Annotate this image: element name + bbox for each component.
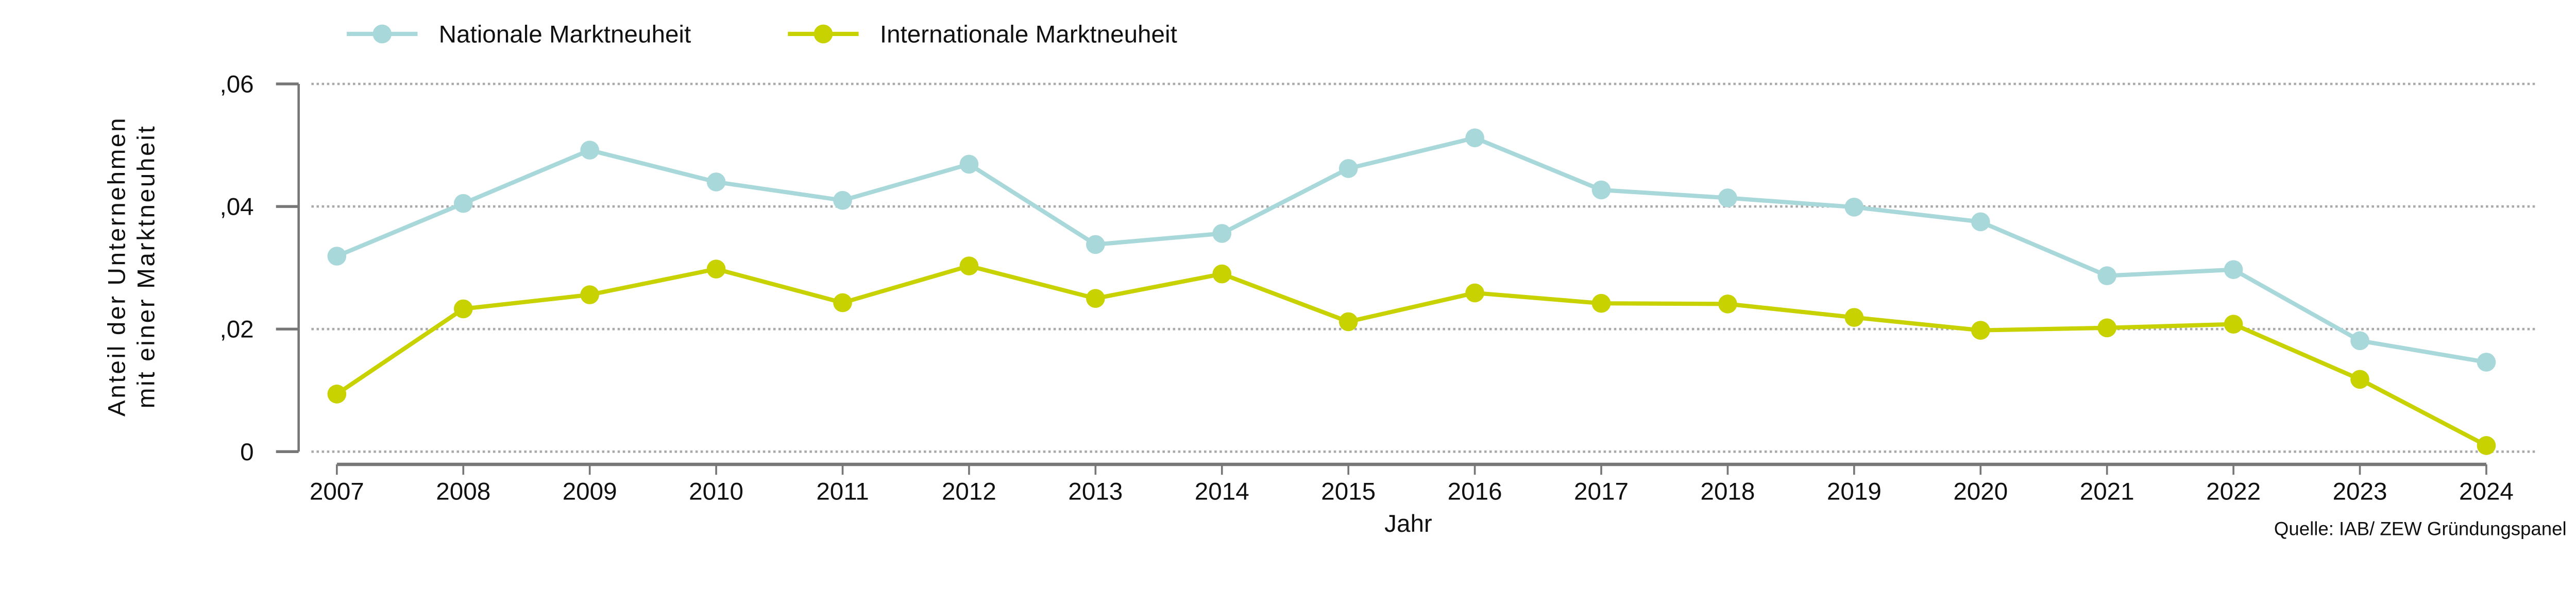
y-axis-label-line1: Anteil der Unternehmen (104, 116, 131, 417)
x-tick-label: 2023 (2333, 478, 2387, 506)
data-point (1971, 321, 1990, 340)
x-tick-label: 2012 (942, 478, 996, 506)
y-axis-label-line2: mit einer Marktneuheit (132, 125, 160, 409)
y-tick-label: ,06 (219, 71, 253, 98)
y-tick-label: ,02 (219, 316, 253, 343)
x-tick-label: 2008 (436, 478, 490, 506)
data-point (2477, 436, 2496, 455)
axes: 0 ,02 ,04 ,06 2007 2008 2009 2010 2011 2012 2013 20… (219, 71, 2513, 505)
x-tick-label: 2009 (563, 478, 617, 506)
line-chart: Nationale Marktneuheit Internationale Mar… (104, 21, 2567, 539)
x-tick-label: 2015 (1321, 478, 1376, 506)
data-point (1086, 289, 1105, 308)
data-point (833, 190, 852, 210)
data-point (2097, 266, 2117, 285)
data-point (2477, 353, 2496, 372)
x-tick-label: 2017 (1574, 478, 1629, 506)
data-point (2224, 315, 2243, 334)
data-point (2224, 260, 2243, 280)
source-note: Quelle: IAB/ ZEW Gründungspanel (2274, 518, 2567, 539)
data-point (1591, 293, 1611, 313)
y-tick-label: 0 (240, 439, 253, 466)
data-point (453, 194, 473, 213)
data-point (1338, 159, 1358, 178)
legend-marker (814, 24, 833, 44)
data-point (959, 256, 979, 275)
series-line-international (335, 264, 2487, 448)
legend-label: Nationale Marktneuheit (439, 21, 691, 48)
data-point (1465, 128, 1484, 148)
data-point (2350, 370, 2369, 389)
data-point (1718, 188, 1737, 207)
data-point (706, 172, 726, 192)
series-group (327, 128, 2496, 455)
x-tick-label: 2016 (1448, 478, 1502, 506)
series-line-national (336, 135, 2487, 365)
data-point (2097, 318, 2117, 338)
legend: Nationale Marktneuheit Internationale Mar… (347, 21, 1177, 48)
x-tick-label: 2022 (2206, 478, 2261, 506)
x-tick-label: 2021 (2080, 478, 2134, 506)
data-point (1338, 312, 1358, 332)
x-tick-label: 2010 (689, 478, 743, 506)
x-tick-label: 2024 (2459, 478, 2514, 506)
data-point (833, 293, 852, 313)
x-tick-label: 2013 (1068, 478, 1123, 506)
legend-marker (372, 24, 392, 44)
data-point (706, 259, 726, 279)
data-point (2350, 331, 2369, 351)
data-point (453, 299, 473, 319)
x-tick-label: 2011 (816, 478, 869, 506)
legend-label: Internationale Marktneuheit (880, 21, 1177, 48)
data-point (327, 385, 347, 404)
data-point (1971, 212, 1990, 232)
x-tick-label: 2007 (310, 478, 364, 506)
data-point (1086, 235, 1105, 254)
y-tick-label: ,04 (219, 194, 253, 221)
data-point (959, 154, 979, 174)
gridlines (311, 82, 2536, 453)
data-point (1844, 197, 1864, 217)
data-point (580, 285, 599, 304)
data-point (1465, 283, 1484, 303)
x-tick-label: 2019 (1827, 478, 1882, 506)
x-axis-label: Jahr (1384, 510, 1432, 537)
x-tick-label: 2014 (1195, 478, 1249, 506)
x-tick-label: 2018 (1700, 478, 1755, 506)
x-tick-label: 2020 (1953, 478, 2008, 506)
data-point (580, 141, 599, 160)
data-point (1844, 308, 1864, 327)
data-point (327, 247, 347, 266)
data-point (1212, 264, 1232, 284)
data-point (1212, 224, 1232, 243)
data-point (1718, 294, 1737, 314)
data-point (1591, 180, 1611, 200)
